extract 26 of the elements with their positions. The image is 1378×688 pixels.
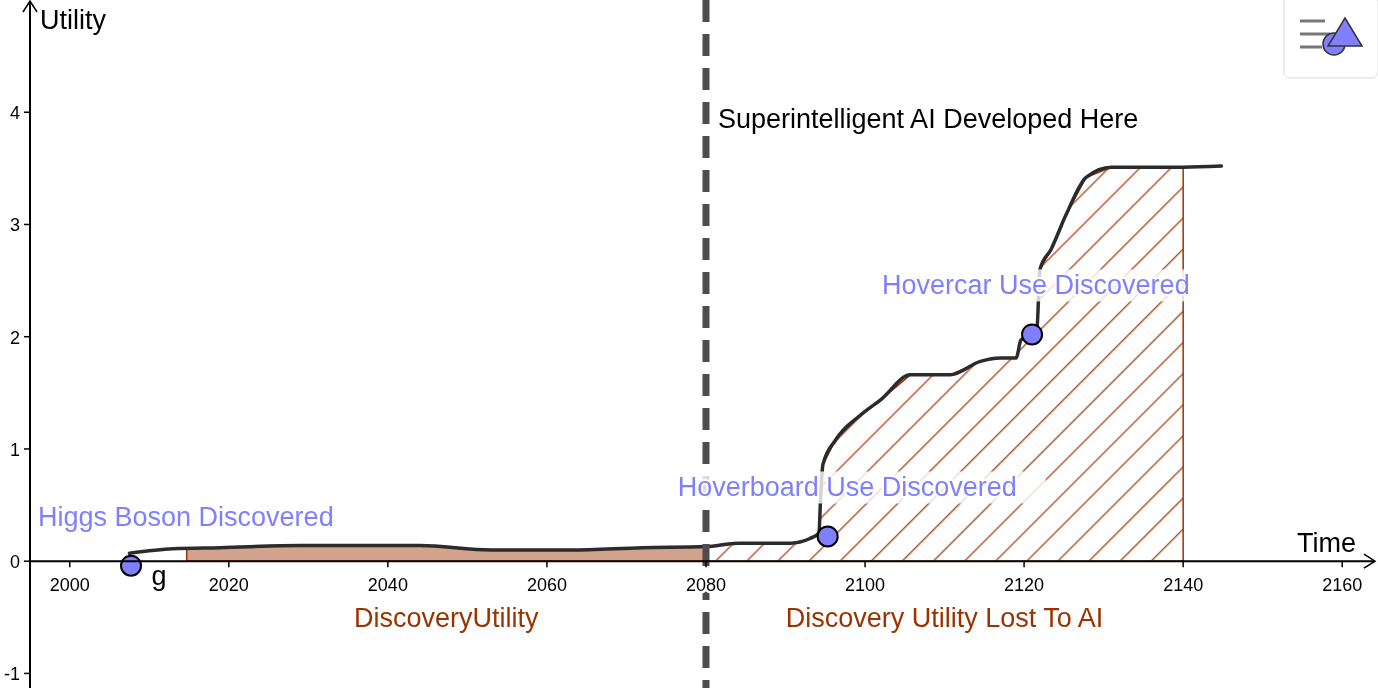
y-axis-title: Utility xyxy=(40,5,107,35)
x-tick-label: 2000 xyxy=(49,575,90,596)
annotation: Higgs Boson Discovered xyxy=(38,501,334,532)
x-tick-label: 2040 xyxy=(367,575,408,596)
annotation: Hovercar Use Discovered xyxy=(882,270,1190,301)
point xyxy=(816,525,839,548)
x-axis-title: Time xyxy=(1297,528,1356,559)
x-tick-label: 2060 xyxy=(526,575,567,596)
x-tick-label: 2140 xyxy=(1163,575,1204,596)
y-tick-label: 4 xyxy=(9,103,20,124)
annotation: Hoverboard Use Discovered xyxy=(677,472,1017,503)
x-tick-label: 2100 xyxy=(845,575,886,596)
series-label: g xyxy=(151,561,167,592)
point xyxy=(120,554,142,577)
point xyxy=(1021,323,1044,346)
x-tick-label: 2020 xyxy=(208,575,249,596)
y-tick-label: 2 xyxy=(9,327,20,348)
ref-line-label: Superintelligent AI Developed Here xyxy=(717,104,1139,134)
x-tick-label: 2120 xyxy=(1004,575,1045,596)
series-label: Discovery Utility Lost To AI xyxy=(785,603,1104,634)
series-label: DiscoveryUtility xyxy=(354,603,540,634)
x-tick-label: 2160 xyxy=(1322,575,1363,596)
y-tick-label: 1 xyxy=(9,439,20,460)
y-tick-label: 3 xyxy=(9,215,20,236)
y-tick-label: 0 xyxy=(9,552,20,573)
y-tick-label: -1 xyxy=(3,664,20,685)
